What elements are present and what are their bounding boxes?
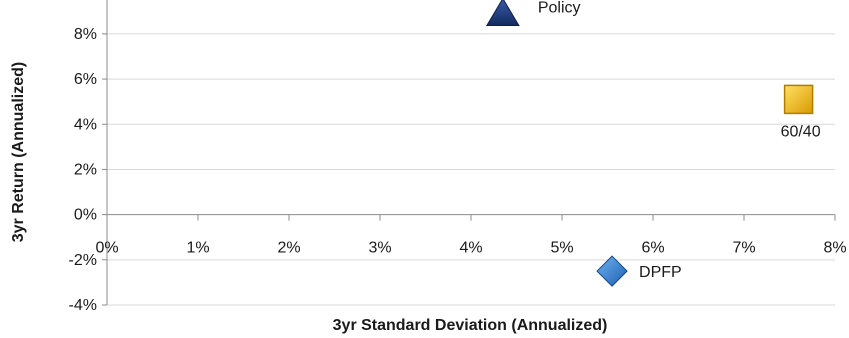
x-tick-label: 6%	[641, 240, 664, 257]
x-tick-label: 1%	[186, 240, 209, 257]
y-tick-label: -2%	[69, 252, 97, 269]
data-points: Policy 60/40 DPFP	[485, 0, 821, 287]
x-tick-label: 3%	[368, 240, 391, 257]
point-label: DPFP	[639, 264, 682, 281]
axes	[102, 0, 836, 306]
point-policy: Policy	[485, 0, 581, 27]
gridlines	[107, 33, 835, 306]
y-tick-label: -4%	[69, 297, 97, 314]
x-tick-label: 5%	[550, 240, 573, 257]
x-tick-label: 7%	[732, 240, 755, 257]
point-60-40: 60/40	[781, 84, 821, 140]
triangle-marker	[485, 0, 520, 27]
y-tick-label: 6%	[74, 71, 97, 88]
x-tick-label: 0%	[95, 240, 118, 257]
x-tick-labels: 0% 1% 2% 3% 4% 5% 6% 7% 8%	[95, 240, 846, 257]
x-tick-label: 8%	[823, 240, 846, 257]
y-axis-title: 3yr Return (Annualized)	[10, 62, 27, 242]
y-tick-label: 4%	[74, 116, 97, 133]
point-label: Policy	[538, 0, 581, 17]
y-tick-labels: -4% -2% 0% 2% 4% 6% 8%	[69, 26, 97, 314]
square-marker	[783, 84, 814, 115]
x-tick-label: 4%	[459, 240, 482, 257]
point-label: 60/40	[781, 123, 821, 140]
diamond-marker	[596, 255, 628, 287]
point-dpfp: DPFP	[596, 255, 682, 287]
y-tick-label: 0%	[74, 207, 97, 224]
x-axis-title: 3yr Standard Deviation (Annualized)	[333, 317, 608, 334]
x-tick-label: 2%	[277, 240, 300, 257]
y-tick-label: 2%	[74, 161, 97, 178]
y-tick-label: 8%	[74, 26, 97, 43]
